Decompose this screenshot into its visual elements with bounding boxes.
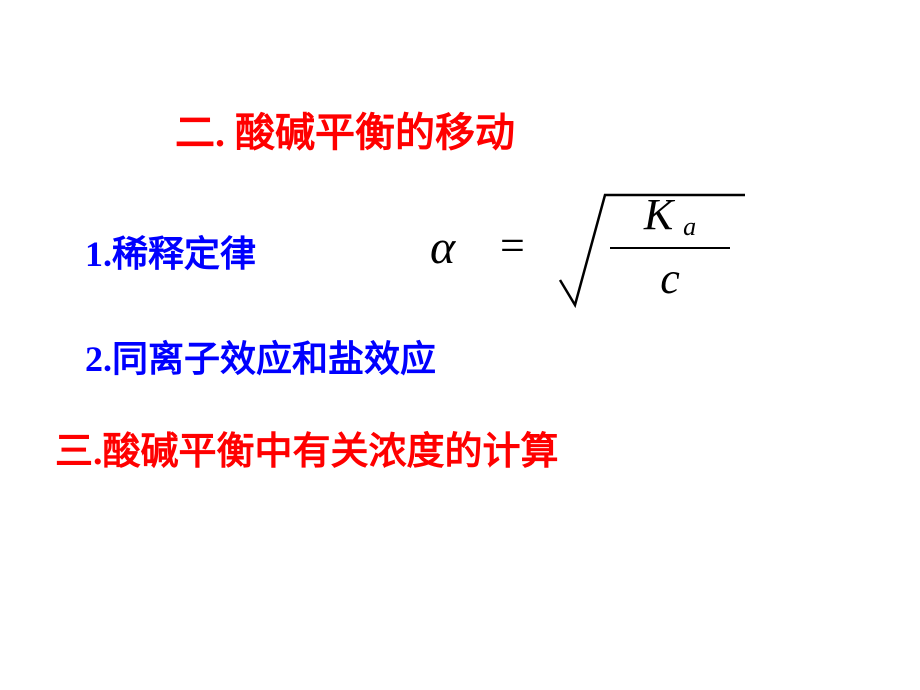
item-1-number: 1. [85, 234, 112, 274]
item-2-number: 2. [85, 339, 112, 379]
fraction-denominator: c [610, 253, 730, 301]
slide-container: 二. 酸碱平衡的移动 1.稀释定律 α = K a c 2.同离子效应和盐效应 … [0, 0, 920, 690]
formula-alpha: α [430, 220, 455, 275]
item-1-text: 稀释定律 [112, 234, 256, 274]
list-item-1: 1.稀释定律 [85, 225, 256, 277]
fraction-line [610, 247, 730, 249]
item-2-text: 同离子效应和盐效应 [112, 339, 436, 379]
section-heading-2: 二. 酸碱平衡的移动 [175, 100, 515, 158]
section-heading-3: 三.酸碱平衡中有关浓度的计算 [55, 420, 559, 475]
formula-k-subscript: a [683, 214, 696, 240]
formula-equals: = [500, 220, 525, 271]
list-item-2: 2.同离子效应和盐效应 [85, 330, 436, 382]
fraction-numerator: K a [610, 193, 730, 243]
formula-radical: K a c [550, 190, 750, 320]
formula-k: K [644, 193, 673, 237]
formula-fraction: K a c [610, 193, 730, 301]
